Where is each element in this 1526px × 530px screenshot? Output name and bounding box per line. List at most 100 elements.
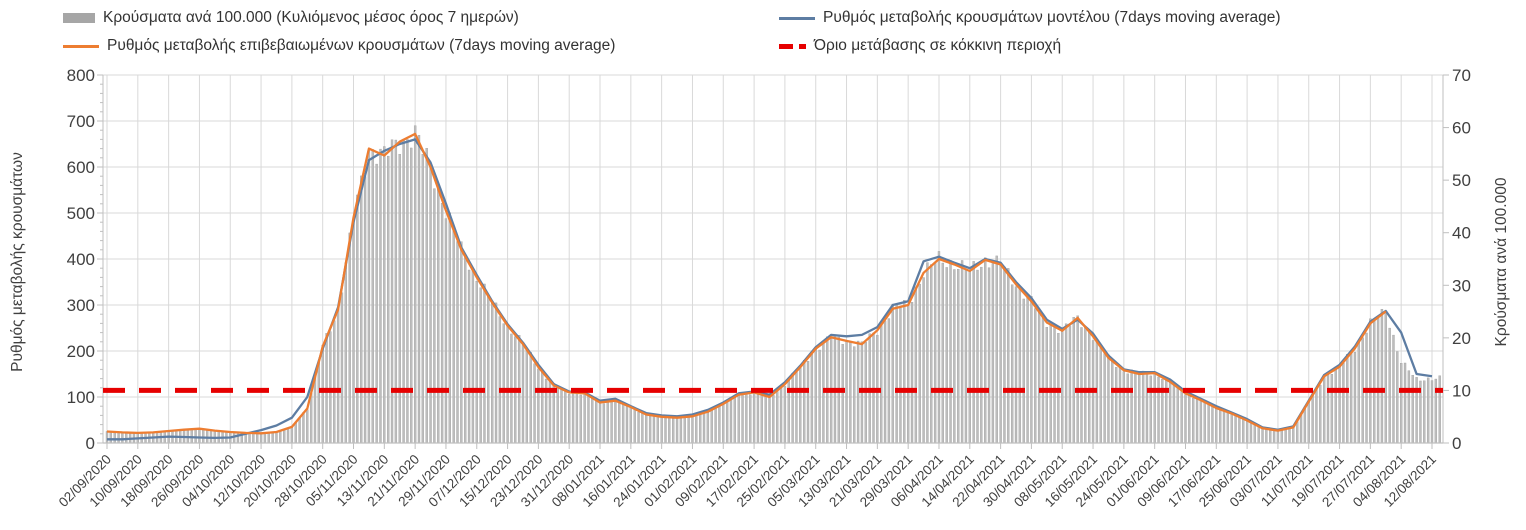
bar — [1261, 428, 1264, 444]
bar — [494, 302, 498, 444]
bar — [1218, 409, 1222, 444]
bar — [594, 398, 598, 444]
bar — [1118, 366, 1122, 444]
y-left-tick-label: 100 — [67, 388, 95, 407]
bar — [1299, 413, 1303, 444]
bar — [1215, 408, 1218, 444]
bar — [1249, 422, 1253, 444]
bar — [425, 148, 428, 444]
y-left-tick-label: 0 — [86, 434, 95, 453]
bar — [263, 433, 267, 444]
bar — [656, 415, 659, 444]
bar — [995, 255, 998, 444]
bar — [895, 305, 898, 444]
legend-label: Ρυθμός μεταβολής κρουσμάτων μοντέλου (7d… — [823, 9, 1281, 26]
bar — [475, 281, 478, 444]
bar — [1076, 315, 1079, 444]
bar — [521, 344, 525, 444]
bar — [633, 408, 636, 444]
bar — [1288, 427, 1291, 444]
bar — [1353, 351, 1357, 444]
bar — [1342, 362, 1345, 444]
bar — [402, 138, 405, 444]
bar — [1415, 377, 1418, 444]
bar — [960, 260, 964, 444]
bar — [1234, 413, 1237, 444]
bar — [675, 417, 679, 444]
bar — [1122, 371, 1126, 444]
bar — [1165, 377, 1168, 444]
bar — [1426, 377, 1430, 444]
bar — [1322, 375, 1326, 444]
bar — [583, 392, 586, 444]
bar — [460, 241, 463, 444]
y-left-tick-label: 400 — [67, 250, 95, 269]
bar — [1134, 372, 1137, 444]
bar — [1030, 296, 1033, 444]
bar — [1022, 298, 1025, 444]
bar — [587, 393, 590, 444]
bar — [529, 352, 532, 444]
bar — [737, 395, 740, 444]
bar — [1107, 354, 1110, 444]
bar — [1192, 398, 1195, 444]
bar — [1014, 286, 1018, 444]
legend-item-model-rate: Ρυθμός μεταβολής κρουσμάτων μοντέλου (7d… — [779, 9, 1281, 27]
bar — [903, 300, 906, 444]
bar — [429, 165, 432, 444]
bar — [321, 344, 324, 444]
y-left-tick-label: 500 — [67, 204, 95, 223]
bar — [1380, 308, 1384, 444]
bar — [799, 365, 802, 444]
bar — [779, 386, 783, 444]
bar — [1245, 419, 1249, 444]
bar — [1296, 421, 1299, 444]
bar — [614, 401, 617, 444]
bar — [256, 432, 259, 444]
bar — [930, 264, 933, 444]
bar — [914, 286, 918, 444]
y-left-tick-label: 300 — [67, 296, 95, 315]
bar — [918, 283, 921, 444]
bar — [883, 320, 887, 444]
bar — [105, 431, 109, 444]
bar — [972, 261, 975, 444]
bar — [1384, 312, 1387, 444]
bar — [1111, 360, 1114, 444]
bar — [352, 220, 355, 444]
bar — [290, 425, 294, 444]
bar — [1226, 413, 1230, 444]
bar — [722, 402, 725, 444]
bar — [910, 302, 914, 444]
bar — [1338, 365, 1341, 444]
bar — [1099, 344, 1102, 444]
bar — [271, 432, 274, 444]
bar — [309, 393, 313, 444]
bar — [610, 400, 613, 444]
bar — [1188, 394, 1191, 444]
bar — [417, 135, 421, 444]
bar — [1407, 370, 1411, 444]
bar — [1376, 317, 1380, 444]
bar — [267, 432, 270, 444]
y-right-tick-label: 20 — [1452, 329, 1471, 348]
gray-bar-swatch-icon — [63, 13, 95, 23]
bar — [294, 422, 297, 444]
bar — [752, 392, 756, 444]
bar — [814, 348, 817, 444]
bar — [490, 302, 494, 444]
y-right-tick-label: 50 — [1452, 171, 1471, 190]
bar — [579, 394, 582, 444]
y-left-tick-label: 600 — [67, 158, 95, 177]
bar — [1018, 287, 1022, 444]
bar — [248, 432, 251, 444]
bar — [1334, 366, 1337, 444]
bar — [564, 388, 567, 444]
bar — [506, 323, 509, 444]
bar — [525, 349, 529, 444]
bar — [121, 431, 124, 444]
bar — [1438, 375, 1441, 444]
bar — [841, 344, 844, 444]
bar — [1430, 380, 1434, 444]
